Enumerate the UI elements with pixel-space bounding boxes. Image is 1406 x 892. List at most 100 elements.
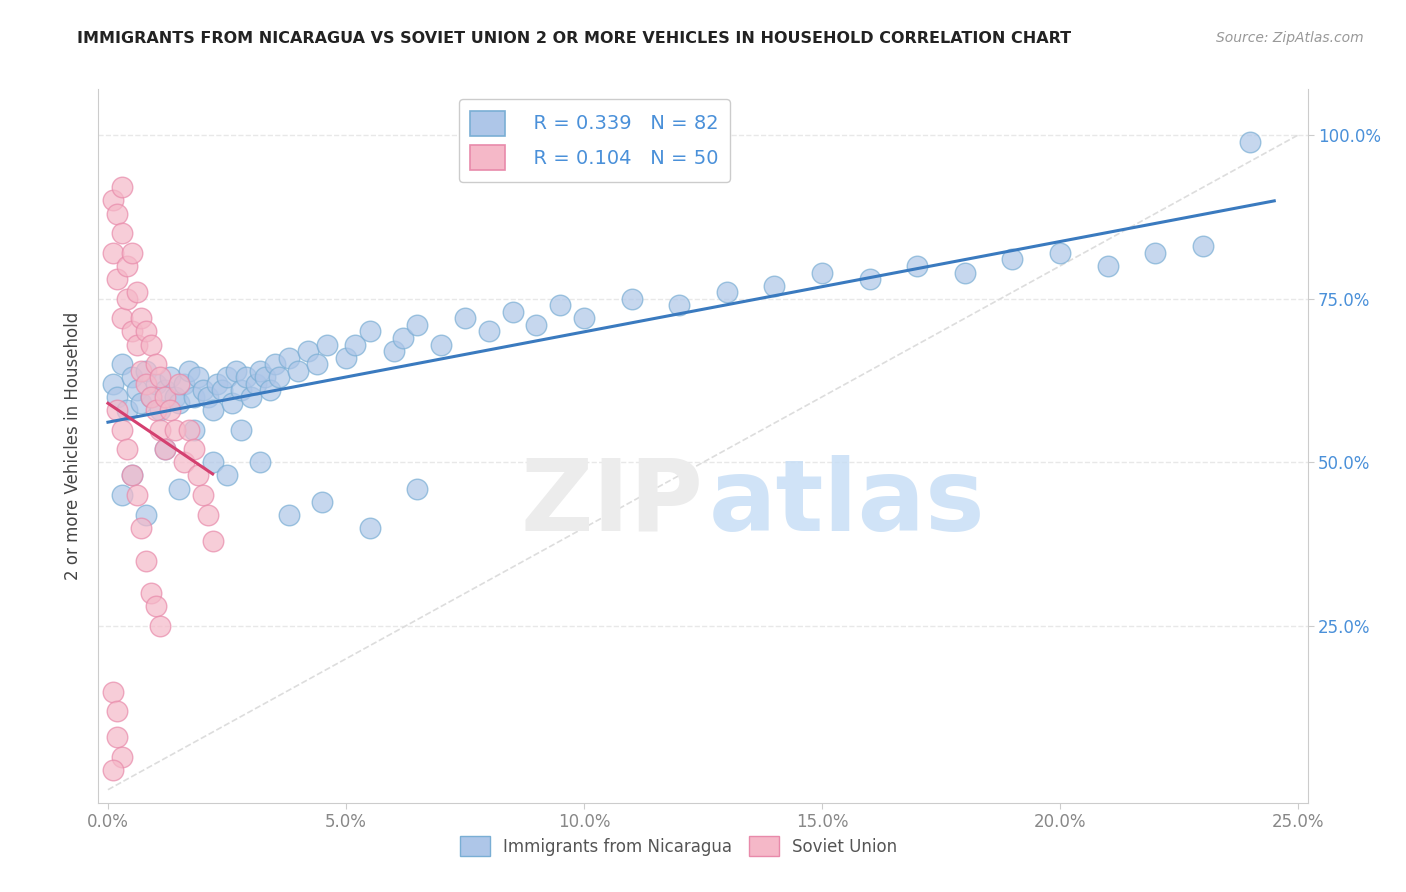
Point [231, 423, 253, 437]
Point [139, 586, 162, 600]
Point [287, 364, 309, 378]
Point [191, 488, 214, 502]
Point [125, 384, 148, 398]
Point [111, 226, 134, 240]
Point [135, 364, 157, 378]
Point [1097, 259, 1119, 273]
Point [121, 370, 143, 384]
Point [153, 384, 176, 398]
Point [239, 390, 262, 404]
Point [249, 364, 271, 378]
Text: IMMIGRANTS FROM NICARAGUA VS SOVIET UNION 2 OR MORE VEHICLES IN HOUSEHOLD CORREL: IMMIGRANTS FROM NICARAGUA VS SOVIET UNIO… [77, 31, 1071, 46]
Point [382, 344, 405, 359]
Point [316, 337, 339, 351]
Point [231, 384, 253, 398]
Point [277, 508, 299, 522]
Point [668, 298, 690, 312]
Point [207, 376, 229, 391]
Point [201, 455, 224, 469]
Text: atlas: atlas [709, 455, 986, 551]
Point [211, 384, 233, 398]
Y-axis label: 2 or more Vehicles in Household: 2 or more Vehicles in Household [65, 312, 83, 580]
Point [177, 364, 200, 378]
Point [121, 468, 143, 483]
Point [139, 390, 162, 404]
Point [107, 731, 129, 745]
Point [121, 468, 143, 483]
Point [811, 266, 834, 280]
Point [121, 245, 143, 260]
Point [145, 376, 167, 391]
Point [101, 194, 124, 208]
Point [107, 206, 129, 220]
Point [121, 325, 143, 339]
Point [145, 403, 167, 417]
Point [177, 423, 200, 437]
Point [859, 272, 882, 286]
Point [344, 337, 367, 351]
Point [107, 390, 129, 404]
Point [101, 763, 124, 777]
Point [197, 390, 219, 404]
Point [129, 311, 152, 326]
Point [620, 292, 643, 306]
Point [125, 285, 148, 300]
Point [149, 403, 172, 417]
Point [716, 285, 738, 300]
Point [406, 482, 429, 496]
Point [169, 396, 191, 410]
Point [183, 442, 205, 457]
Text: ZIP: ZIP [520, 455, 703, 551]
Point [111, 423, 134, 437]
Point [173, 455, 195, 469]
Point [153, 390, 176, 404]
Point [183, 390, 205, 404]
Point [1239, 135, 1261, 149]
Point [101, 684, 124, 698]
Point [1049, 245, 1071, 260]
Point [111, 750, 134, 764]
Point [149, 619, 172, 633]
Point [572, 311, 595, 326]
Point [307, 357, 329, 371]
Point [245, 376, 267, 391]
Point [235, 370, 257, 384]
Point [135, 553, 157, 567]
Point [173, 376, 195, 391]
Point [115, 259, 138, 273]
Point [763, 278, 786, 293]
Point [125, 488, 148, 502]
Point [335, 351, 357, 365]
Point [187, 370, 209, 384]
Point [129, 396, 152, 410]
Point [297, 344, 319, 359]
Point [139, 337, 162, 351]
Point [215, 370, 238, 384]
Point [524, 318, 547, 332]
Point [163, 390, 186, 404]
Point [548, 298, 571, 312]
Point [277, 351, 299, 365]
Point [115, 442, 138, 457]
Point [169, 376, 191, 391]
Point [359, 521, 381, 535]
Point [187, 468, 209, 483]
Point [225, 364, 247, 378]
Point [107, 704, 129, 718]
Point [111, 311, 134, 326]
Point [111, 488, 134, 502]
Point [269, 370, 291, 384]
Point [169, 482, 191, 496]
Point [311, 494, 333, 508]
Point [197, 508, 219, 522]
Point [905, 259, 928, 273]
Point [101, 376, 124, 391]
Point [107, 403, 129, 417]
Point [115, 403, 138, 417]
Text: Source: ZipAtlas.com: Source: ZipAtlas.com [1216, 31, 1364, 45]
Point [145, 599, 167, 614]
Point [135, 508, 157, 522]
Point [159, 370, 181, 384]
Point [1001, 252, 1024, 267]
Point [111, 180, 134, 194]
